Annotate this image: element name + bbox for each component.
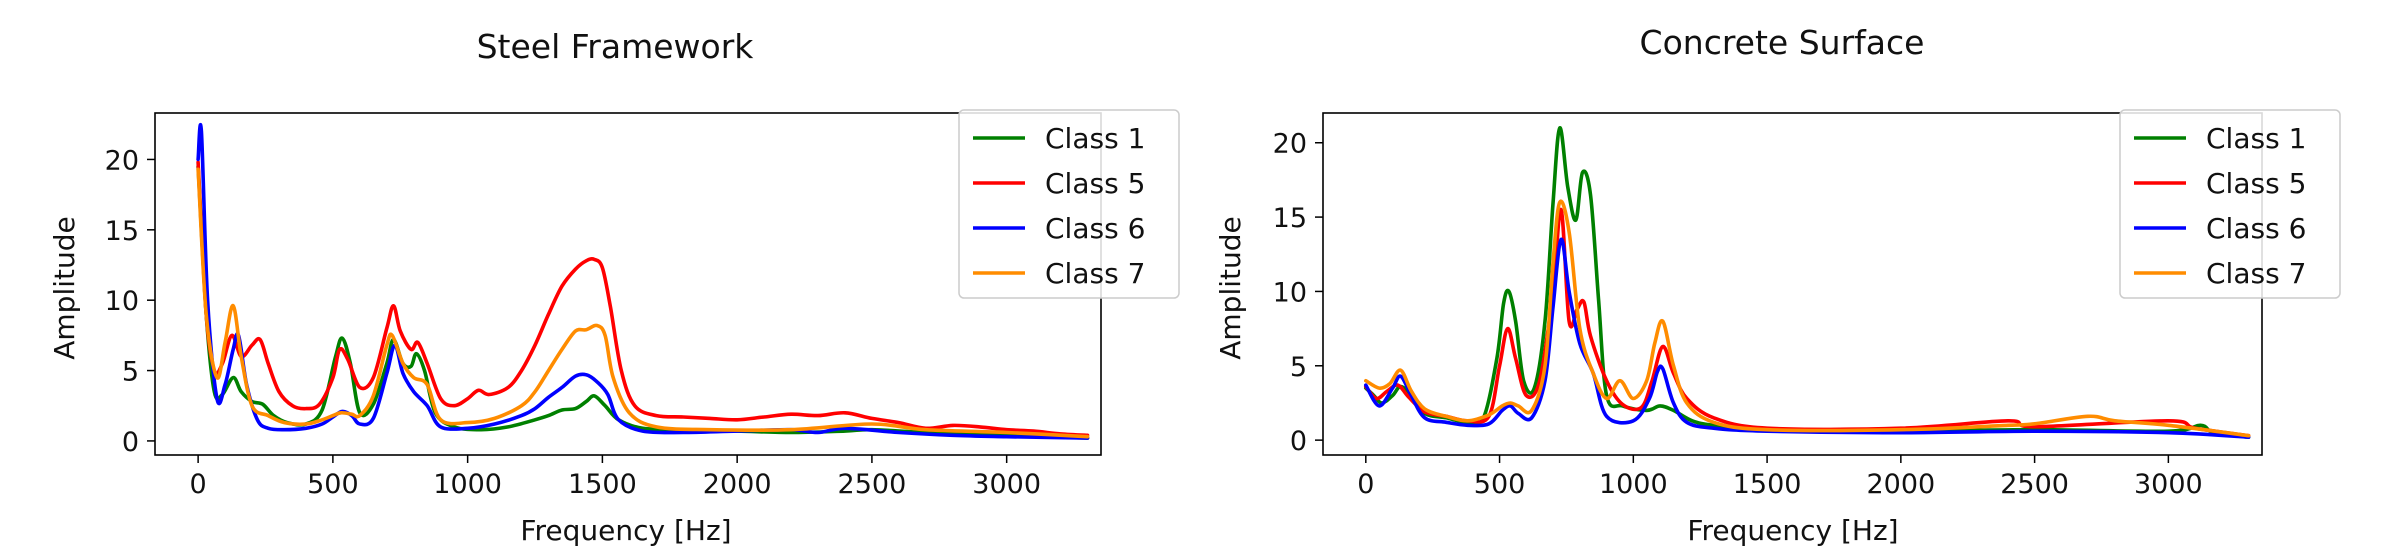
legend-label: Class 6 bbox=[1045, 212, 1145, 245]
y-tick-label: 5 bbox=[122, 357, 139, 388]
legend-label: Class 1 bbox=[1045, 122, 1145, 155]
series-line-class-5 bbox=[196, 160, 1090, 438]
y-axis-label: Amplitude bbox=[48, 216, 81, 360]
y-tick-label: 20 bbox=[1273, 129, 1307, 160]
x-tick-label: 3000 bbox=[972, 469, 1041, 500]
y-tick-label: 10 bbox=[105, 286, 139, 317]
x-axis-label: Frequency [Hz] bbox=[1687, 514, 1898, 547]
x-tick-label: 0 bbox=[1357, 469, 1374, 500]
legend-label: Class 7 bbox=[2206, 257, 2306, 290]
axis-ticks: 0 500 1000 1500 2000 2500 3000 0 5 10 15 20 bbox=[1273, 129, 2203, 500]
x-tick-label: 0 bbox=[190, 469, 207, 500]
x-tick-label: 2500 bbox=[2000, 469, 2069, 500]
legend-label: Class 5 bbox=[2206, 167, 2306, 200]
legend-label: Class 5 bbox=[1045, 167, 1145, 200]
y-axis-label: Amplitude bbox=[1214, 216, 1247, 360]
x-axis-label: Frequency [Hz] bbox=[520, 514, 731, 547]
chart-concrete-surface: Concrete Surface Frequency [Hz] Amplitud… bbox=[1214, 23, 2341, 547]
series-line-class-1 bbox=[196, 164, 1090, 440]
x-tick-label: 1000 bbox=[1599, 469, 1668, 500]
x-tick-label: 3000 bbox=[2134, 469, 2203, 500]
x-tick-label: 2000 bbox=[1866, 469, 1935, 500]
y-tick-label: 15 bbox=[1273, 203, 1307, 234]
legend-label: Class 1 bbox=[2206, 122, 2306, 155]
x-tick-label: 1500 bbox=[568, 469, 637, 500]
legend-label: Class 7 bbox=[1045, 257, 1145, 290]
x-tick-label: 500 bbox=[307, 469, 359, 500]
legend: Class 1 Class 5 Class 6 Class 7 bbox=[2119, 109, 2341, 299]
y-tick-label: 0 bbox=[122, 427, 139, 458]
y-tick-label: 20 bbox=[105, 145, 139, 176]
series-line-class-5 bbox=[1364, 207, 2251, 438]
x-tick-label: 500 bbox=[1474, 469, 1526, 500]
series-line-class-7 bbox=[196, 167, 1090, 439]
series-line-class-7 bbox=[1364, 199, 2251, 438]
x-tick-label: 1000 bbox=[433, 469, 502, 500]
y-tick-label: 5 bbox=[1290, 352, 1307, 383]
y-tick-label: 15 bbox=[105, 216, 139, 247]
legend-label: Class 6 bbox=[2206, 212, 2306, 245]
chart-steel-framework: Steel Framework Frequency [Hz] Amplitude… bbox=[48, 27, 1180, 547]
legend: Class 1 Class 5 Class 6 Class 7 bbox=[958, 109, 1180, 299]
y-tick-label: 0 bbox=[1290, 426, 1307, 457]
x-tick-label: 2000 bbox=[703, 469, 772, 500]
legend-box bbox=[2119, 109, 2341, 299]
axis-ticks: 0 500 1000 1500 2000 2500 3000 0 5 10 15 20 bbox=[105, 145, 1041, 500]
y-tick-label: 10 bbox=[1273, 277, 1307, 308]
series-line-class-6 bbox=[196, 123, 1090, 440]
x-tick-label: 2500 bbox=[838, 469, 907, 500]
chart-title: Steel Framework bbox=[477, 27, 755, 66]
legend-box bbox=[958, 109, 1180, 299]
x-tick-label: 1500 bbox=[1733, 469, 1802, 500]
chart-title: Concrete Surface bbox=[1640, 23, 1925, 62]
series-line-class-1 bbox=[1364, 126, 2251, 439]
